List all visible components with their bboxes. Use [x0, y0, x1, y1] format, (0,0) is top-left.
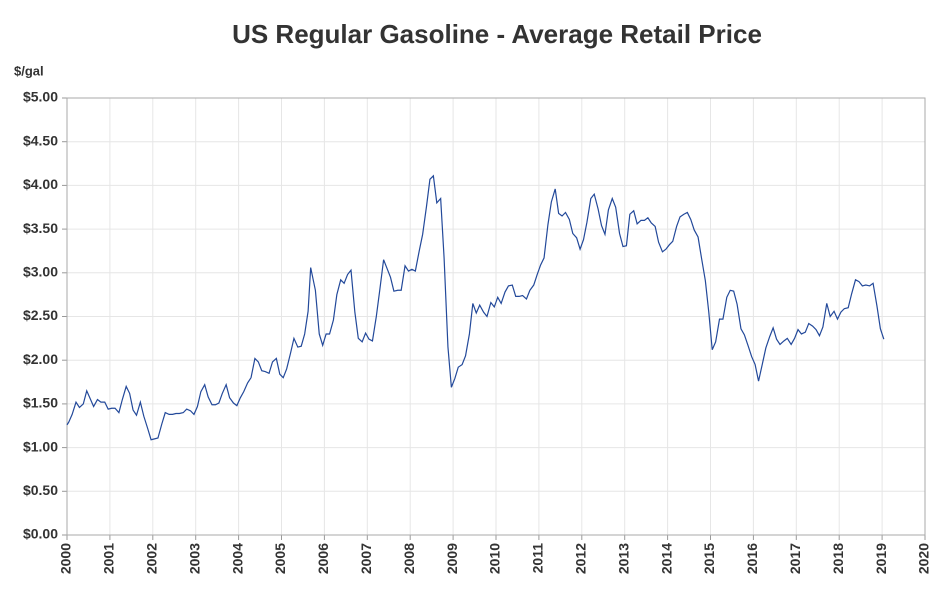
- y-tick-label: $5.00: [23, 89, 58, 105]
- x-tick-label: 2001: [101, 543, 117, 574]
- y-tick-label: $0.50: [23, 482, 58, 498]
- x-tick-label: 2012: [573, 543, 589, 574]
- x-tick-label: 2005: [272, 543, 288, 574]
- x-tick-label: 2011: [530, 543, 546, 574]
- y-tick-label: $3.50: [23, 220, 58, 236]
- x-tick-label: 2016: [744, 543, 760, 574]
- y-tick-label: $4.50: [23, 132, 58, 148]
- y-tick-label: $3.00: [23, 264, 58, 280]
- x-tick-label: 2017: [787, 543, 803, 574]
- x-tick-label: 2006: [315, 543, 331, 574]
- x-tick-label: 2020: [916, 543, 932, 574]
- x-tick-label: 2008: [401, 543, 417, 574]
- chart-title: US Regular Gasoline - Average Retail Pri…: [232, 19, 762, 49]
- plot-frame: [66, 97, 926, 536]
- y-tick-label: $2.00: [23, 351, 58, 367]
- x-tick-label: 2015: [701, 543, 717, 574]
- y-tick-label: $1.00: [23, 438, 58, 454]
- x-tick-label: 2009: [444, 543, 460, 574]
- x-tick-label: 2019: [873, 543, 889, 574]
- x-tick-label: 2000: [58, 543, 74, 574]
- x-tick-label: 2014: [658, 543, 674, 574]
- x-tick-label: 2007: [358, 543, 374, 574]
- line-series: [66, 174, 885, 441]
- x-tick-label: 2018: [830, 543, 846, 574]
- x-tick-label: 2002: [144, 543, 160, 574]
- x-tick-label: 2013: [615, 543, 631, 574]
- y-axis-label: $/gal: [14, 63, 44, 78]
- x-tick-label: 2003: [186, 543, 202, 574]
- y-tick-label: $4.00: [23, 176, 58, 192]
- x-tick-label: 2004: [229, 543, 245, 574]
- y-tick-label: $0.00: [23, 526, 58, 542]
- x-tick-label: 2010: [487, 543, 503, 574]
- y-tick-label: $1.50: [23, 395, 58, 411]
- y-tick-label: $2.50: [23, 307, 58, 323]
